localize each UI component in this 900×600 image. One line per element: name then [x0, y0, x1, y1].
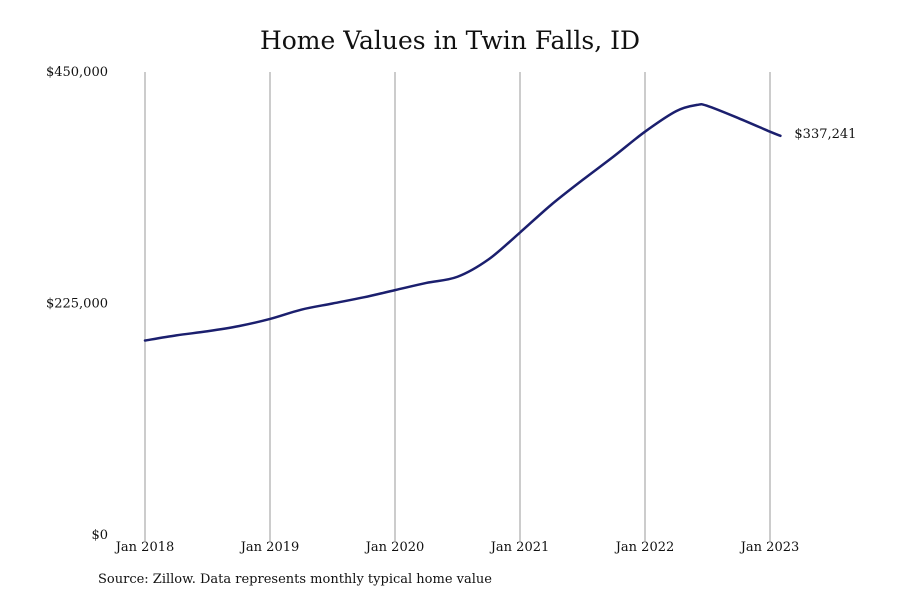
x-tick-label: Jan 2018: [114, 540, 175, 555]
x-tick-label: Jan 2021: [489, 540, 550, 555]
chart-title: Home Values in Twin Falls, ID: [259, 26, 641, 55]
x-tick-label: Jan 2020: [364, 540, 425, 555]
y-tick-label: $450,000: [46, 65, 108, 80]
y-tick-label: $0: [91, 528, 108, 543]
x-tick-label: Jan 2023: [739, 540, 800, 555]
x-axis: Jan 2018 Jan 2019 Jan 2020 Jan 2021 Jan 2022…: [114, 540, 800, 555]
y-tick-label: $225,000: [46, 297, 108, 312]
grid-layer: [144, 72, 771, 541]
x-tick-label: Jan 2022: [614, 540, 675, 555]
end-value-label: $337,241: [794, 127, 856, 142]
y-axis: $0 $225,000 $450,000: [46, 65, 108, 543]
source-note: Source: Zillow. Data represents monthly …: [98, 572, 492, 587]
series-line: [143, 103, 782, 342]
x-tick-label: Jan 2019: [239, 540, 300, 555]
series-layer: $337,241: [143, 103, 856, 342]
